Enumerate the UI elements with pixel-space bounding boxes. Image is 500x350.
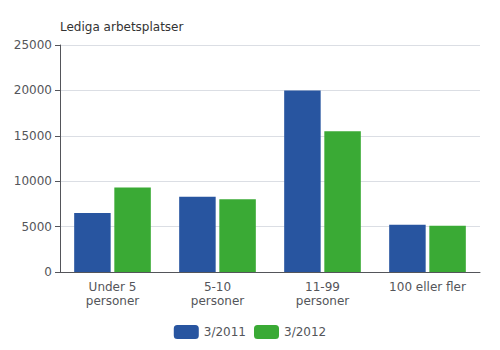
svg-text:personer: personer	[86, 294, 140, 308]
svg-text:3/2011: 3/2011	[204, 325, 246, 339]
svg-text:15000: 15000	[14, 129, 52, 143]
svg-text:personer: personer	[191, 294, 245, 308]
svg-text:100 eller fler: 100 eller fler	[389, 280, 466, 294]
svg-text:0: 0	[44, 265, 52, 279]
svg-text:3/2012: 3/2012	[284, 325, 326, 339]
svg-text:11-99: 11-99	[305, 280, 340, 294]
svg-text:20000: 20000	[14, 83, 52, 97]
svg-text:Lediga arbetsplatser: Lediga arbetsplatser	[60, 20, 183, 34]
svg-text:5-10: 5-10	[204, 280, 231, 294]
svg-text:10000: 10000	[14, 174, 52, 188]
svg-text:Under 5: Under 5	[89, 280, 137, 294]
svg-text:personer: personer	[296, 294, 350, 308]
svg-text:5000: 5000	[21, 220, 52, 234]
svg-text:25000: 25000	[14, 38, 52, 52]
